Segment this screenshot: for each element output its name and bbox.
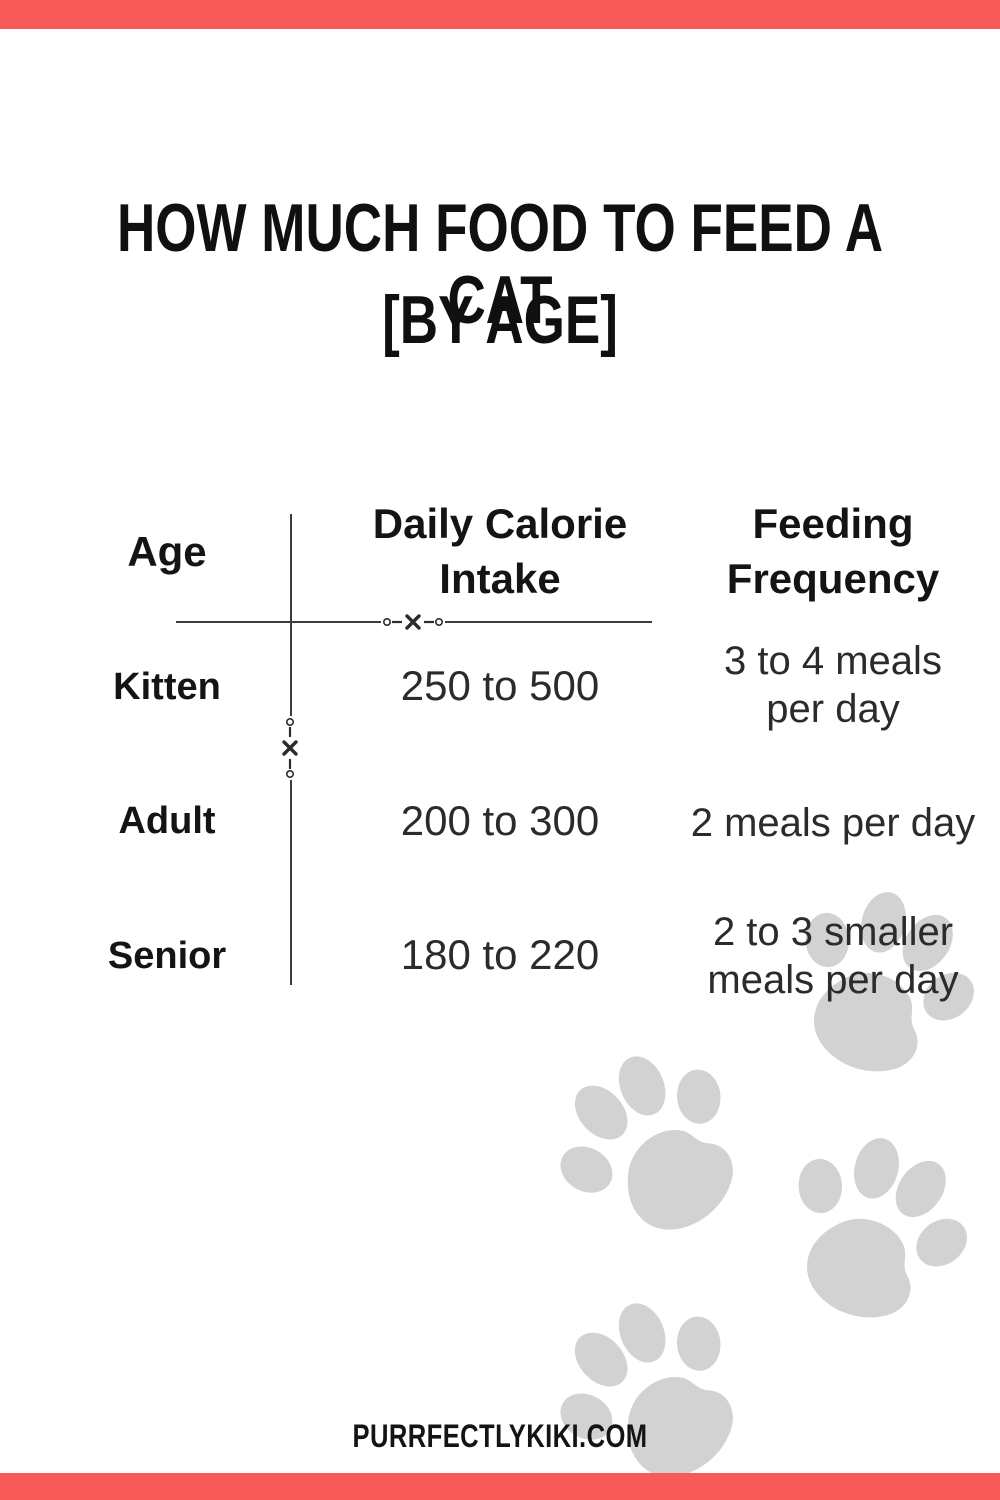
top-accent-bar bbox=[0, 0, 1000, 29]
column-header-calories: Daily Calorie Intake bbox=[372, 500, 628, 602]
page-title-line1: HOW MUCH FOOD TO FEED A CAT bbox=[116, 190, 884, 338]
table-row-calories: 180 to 220 bbox=[400, 931, 600, 978]
table-row-calories: 200 to 300 bbox=[400, 797, 600, 844]
divider-ornament-icon bbox=[381, 612, 445, 632]
paw-print-icon bbox=[520, 1017, 778, 1273]
page-title-line2: [BY AGE] bbox=[382, 282, 618, 358]
column-header-age: Age bbox=[127, 528, 207, 575]
website-url: PURRFECTLYKIKI.COM bbox=[352, 1418, 648, 1454]
divider-ornament-icon bbox=[280, 716, 300, 780]
table-row-age: Kitten bbox=[113, 666, 221, 708]
paw-print-icon bbox=[753, 1105, 999, 1350]
table-row-frequency: 2 to 3 smaller meals per day bbox=[707, 910, 959, 1002]
column-header-frequency: Feeding Frequency bbox=[726, 500, 940, 602]
bottom-accent-bar bbox=[0, 1473, 1000, 1500]
table-row-calories: 250 to 500 bbox=[400, 662, 600, 709]
table-row-frequency: 3 to 4 meals per day bbox=[724, 639, 942, 731]
table-row-frequency: 2 meals per day bbox=[690, 801, 976, 845]
table-row-age: Senior bbox=[107, 935, 227, 977]
table-row-age: Adult bbox=[118, 800, 216, 842]
paw-print-icon bbox=[520, 1264, 778, 1500]
